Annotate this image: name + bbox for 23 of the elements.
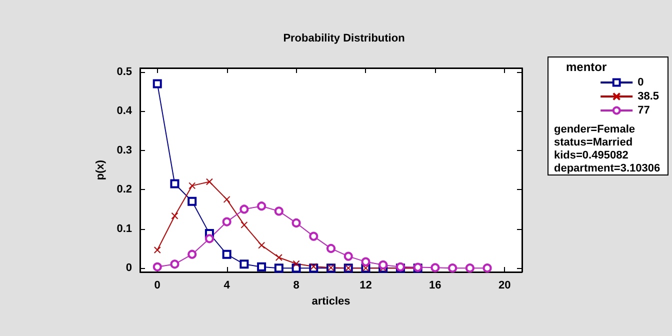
x-tick-label: 16 xyxy=(429,280,442,292)
y-tick-label: 0.3 xyxy=(116,144,132,156)
legend-label: 77 xyxy=(638,104,650,116)
y-tick-label: 0.4 xyxy=(116,105,133,118)
x-tick-label: 0 xyxy=(154,280,160,292)
y-tick-label: 0 xyxy=(126,262,132,274)
y-axis-title: p(x) xyxy=(94,160,106,180)
y-tick-label: 0.1 xyxy=(116,222,132,235)
legend-label: 0 xyxy=(638,76,644,88)
x-tick-label: 12 xyxy=(360,280,372,292)
text: department=3.10306 xyxy=(554,162,660,174)
x-tick-label: 4 xyxy=(224,280,231,292)
text: kids=0.495082 xyxy=(554,150,628,162)
legend-label: 38.5 xyxy=(638,90,660,102)
y-tick-label: 0.2 xyxy=(116,184,132,196)
text: status=Married xyxy=(554,136,633,148)
x-tick-label: 20 xyxy=(498,280,511,292)
x-tick-label: 8 xyxy=(293,280,300,292)
x-axis-title: articles xyxy=(312,295,350,308)
y-tick-label: 0.5 xyxy=(116,66,132,78)
chart-title: Probability Distribution xyxy=(283,32,406,44)
legend-title: mentor xyxy=(566,60,607,74)
text: gender=Female xyxy=(554,124,636,136)
